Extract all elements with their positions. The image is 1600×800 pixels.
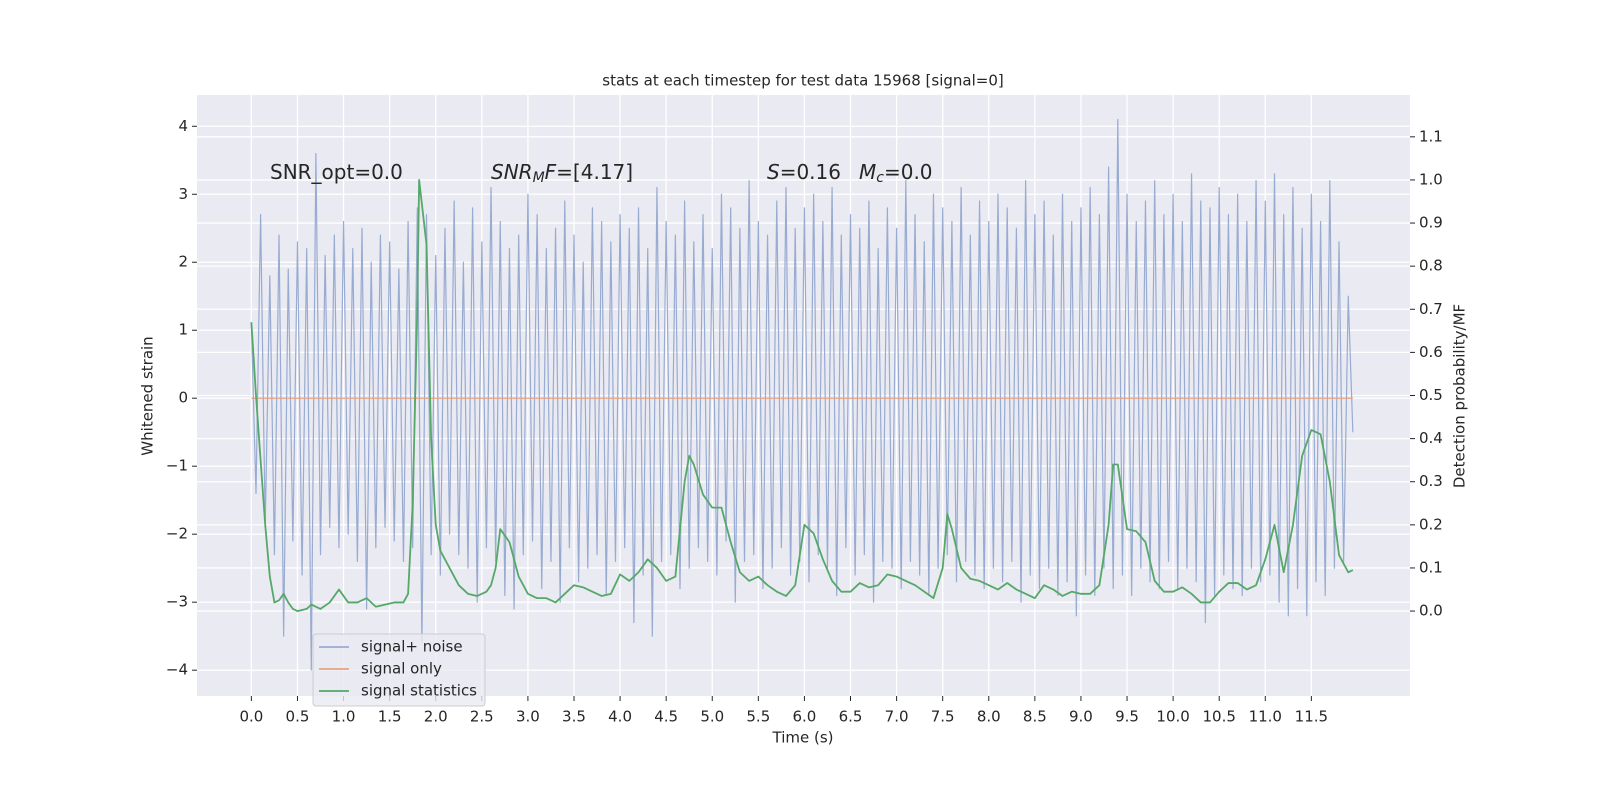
x-tick-label: 6.5: [839, 708, 863, 726]
y2-tick-label: 0.2: [1419, 515, 1443, 533]
y-tick-label: 2: [178, 253, 188, 271]
y2-tick-label: 1.0: [1419, 170, 1443, 188]
y-tick-label: −4: [166, 661, 188, 679]
y-tick-label: 3: [178, 185, 188, 203]
x-tick-label: 4.5: [654, 708, 678, 726]
axes: 0.0 0.5 1.0 1.5 2.0 2.5 3.0 3.5 4.0 4.5 5.0 5.5 6.0 6…: [166, 117, 1443, 726]
y-tick-label: 1: [178, 321, 188, 339]
annotation-part: S: [767, 160, 780, 184]
x-tick-label: 0.0: [239, 708, 263, 726]
annotation-part: =0.0: [884, 160, 933, 184]
x-tick-label: 11.5: [1295, 708, 1328, 726]
x-tick-label: 5.0: [700, 708, 724, 726]
annotation-part: =0.16: [780, 160, 841, 184]
y2-tick-label: 0.5: [1419, 386, 1443, 404]
annotation: SNR_opt=0.0: [270, 160, 403, 184]
x-tick-label: 10.5: [1202, 708, 1235, 726]
x-tick-label: 5.5: [746, 708, 770, 726]
annotation: SNRMF=[4.17]: [491, 160, 633, 187]
annotation-part: M: [533, 170, 545, 186]
x-tick-label: 1.5: [378, 708, 402, 726]
x-tick-label: 3.5: [562, 708, 586, 726]
y-axis-label: Whitened strain: [139, 336, 157, 455]
x-tick-label: 2.5: [470, 708, 494, 726]
y-tick-label: −1: [166, 457, 188, 475]
grid: [197, 95, 1410, 696]
legend-label: signal+ noise: [361, 638, 463, 656]
x-tick-label: 4.0: [608, 708, 632, 726]
x-axis-label: Time (s): [772, 729, 834, 747]
y2-tick-label: 0.1: [1419, 558, 1443, 576]
legend-label: signal only: [361, 660, 442, 678]
x-tick-label: 1.0: [332, 708, 356, 726]
x-tick-label: 6.0: [792, 708, 816, 726]
y-tick-label: −2: [166, 525, 188, 543]
y2-tick-label: 0.8: [1419, 257, 1443, 275]
y-tick-label: 4: [178, 117, 188, 135]
legend-box: [312, 633, 486, 707]
annotation: Mc=0.0: [859, 160, 933, 187]
x-tick-label: 2.0: [424, 708, 448, 726]
y2-tick-label: 0.4: [1419, 429, 1443, 447]
annotation-part: c: [876, 170, 884, 186]
x-tick-label: 9.5: [1115, 708, 1139, 726]
y2-tick-label: 0.3: [1419, 472, 1443, 490]
legend: signal+ noise signal only signal statistic…: [312, 633, 486, 707]
x-tick-label: 7.5: [931, 708, 955, 726]
marks: [250, 118, 1354, 671]
series-line: [250, 118, 1354, 671]
y2-axis-label: Detection probability/MF: [1451, 304, 1469, 488]
legend-label: signal statistics: [361, 682, 477, 700]
x-tick-label: 3.0: [516, 708, 540, 726]
y-tick-label: 0: [178, 389, 188, 407]
y2-tick-label: 0.6: [1419, 343, 1443, 361]
y2-tick-label: 0.9: [1419, 214, 1443, 232]
annotation: S=0.16: [767, 160, 841, 184]
y2-tick-label: 1.1: [1419, 127, 1443, 145]
annotation-part: SNR: [491, 160, 533, 184]
x-tick-label: 11.0: [1249, 708, 1282, 726]
annotations: SNR_opt=0.0 SNRMF=[4.17] S=0.16 Mc=0.0: [270, 160, 933, 187]
y2-tick-label: 0.0: [1419, 602, 1443, 620]
annotation-part: M: [859, 160, 876, 184]
y2-tick-label: 0.7: [1419, 300, 1443, 318]
x-tick-label: 8.5: [1023, 708, 1047, 726]
chart-title: stats at each timestep for test data 159…: [602, 72, 1003, 90]
x-tick-label: 10.0: [1156, 708, 1189, 726]
x-tick-label: 0.5: [286, 708, 310, 726]
annotation-part: F: [545, 160, 557, 184]
x-tick-label: 8.0: [977, 708, 1001, 726]
annotation-part: SNR_opt=0.0: [270, 160, 403, 184]
series-line: [250, 179, 1354, 612]
x-tick-label: 9.0: [1069, 708, 1093, 726]
y-tick-label: −3: [166, 593, 188, 611]
annotation-part: =[4.17]: [556, 160, 633, 184]
x-tick-label: 7.0: [885, 708, 909, 726]
